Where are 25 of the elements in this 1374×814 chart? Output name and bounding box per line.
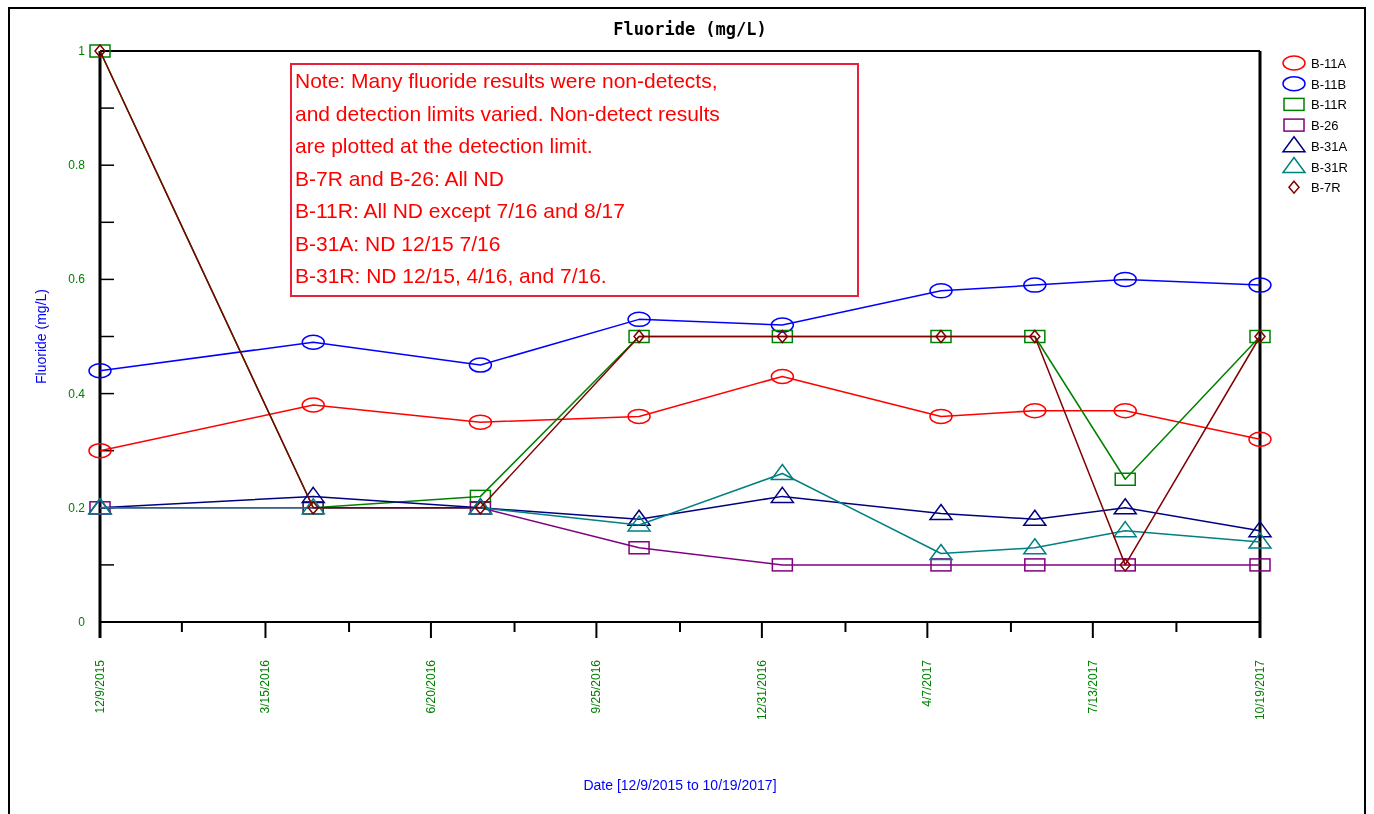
x-tick-label: 10/19/2017 bbox=[1253, 659, 1267, 721]
x-tick-label: 6/20/2016 bbox=[423, 659, 438, 714]
x-tick-label: 12/31/2016 bbox=[754, 659, 769, 721]
legend-label: B-31A bbox=[1311, 138, 1348, 154]
x-axis-title: Date [12/9/2015 to 10/19/2017] bbox=[583, 777, 777, 793]
x-tick-label: 12/9/2015 bbox=[93, 659, 107, 714]
y-tick-label: 0.6 bbox=[68, 272, 86, 287]
legend-label: B-11A bbox=[1311, 56, 1347, 71]
y-axis-title: Fluoride (mg/L) bbox=[33, 289, 49, 384]
x-tick-label: 3/15/2016 bbox=[258, 659, 273, 714]
chart-title: Fluoride (mg/L) bbox=[613, 19, 767, 39]
x-tick-label: 9/25/2016 bbox=[589, 659, 604, 714]
legend-label: B-11R bbox=[1311, 97, 1347, 113]
x-tick-label: 7/13/2017 bbox=[1085, 659, 1100, 714]
y-tick-label: 1 bbox=[78, 44, 86, 58]
legend-label: B-26 bbox=[1311, 118, 1339, 134]
y-tick-label: 0.8 bbox=[68, 158, 86, 173]
legend-label: B-7R bbox=[1311, 180, 1341, 196]
y-tick-label: 0 bbox=[78, 615, 86, 629]
y-tick-label: 0.2 bbox=[68, 500, 86, 515]
legend-label: B-11B bbox=[1311, 76, 1347, 92]
legend-label: B-31R bbox=[1311, 159, 1348, 175]
y-tick-label: 0.4 bbox=[68, 386, 86, 401]
x-tick-label: 4/7/2017 bbox=[920, 659, 935, 707]
annotation: Note: Many fluoride results were non-detects, and detection limits varied. Non-detect results are plotted at the detection limit. B-7R and B-26: All ND B-11R: All ND except 7/16 and 8/17 B-31A: ND 12/15 7/16 B-31R: ND 12/15, 4/16, and 7/16. bbox=[295, 69, 720, 287]
